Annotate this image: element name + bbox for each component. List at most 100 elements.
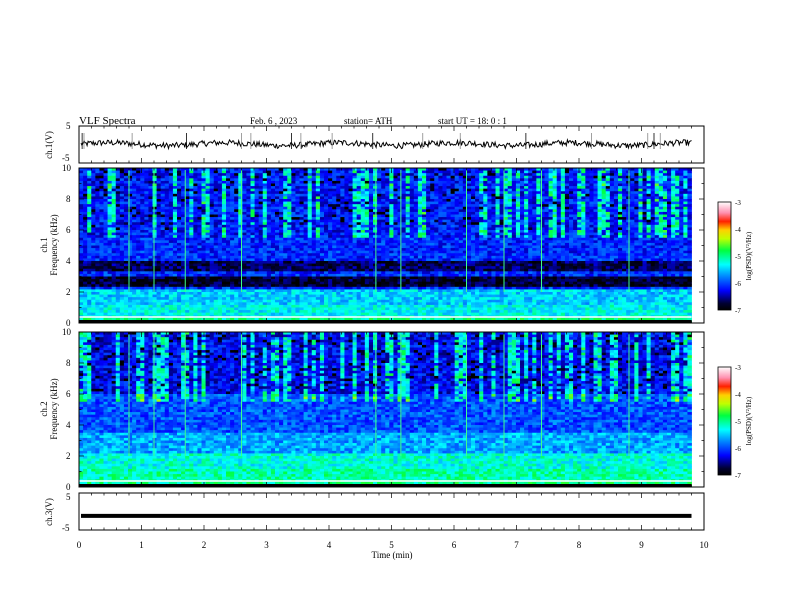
spectrogram-cell bbox=[300, 227, 304, 230]
spectrogram-cell bbox=[594, 217, 598, 220]
spectrogram-cell bbox=[263, 246, 267, 249]
spectrogram-cell bbox=[659, 184, 663, 187]
spectrogram-cell bbox=[267, 196, 271, 199]
spectrogram-cell bbox=[197, 248, 201, 251]
spectrogram-cell bbox=[332, 233, 336, 236]
spectrogram-cell bbox=[651, 194, 655, 197]
spectrogram-cell bbox=[475, 173, 479, 176]
spectrogram-cell bbox=[630, 181, 634, 184]
spectrogram-cell bbox=[177, 184, 181, 187]
spectrogram-cell bbox=[320, 178, 324, 181]
spectrogram-cell bbox=[512, 202, 516, 205]
spectrogram-cell bbox=[602, 240, 606, 243]
spectrogram-cell bbox=[430, 181, 434, 184]
spectrogram-cell bbox=[87, 222, 91, 225]
spectrogram-cell bbox=[373, 173, 377, 176]
spectrogram-cell bbox=[295, 209, 299, 212]
spectrogram-cell bbox=[295, 246, 299, 249]
spectrogram-cell bbox=[561, 189, 565, 192]
spectrogram-cell bbox=[357, 191, 361, 194]
spectrogram-cell bbox=[340, 238, 344, 241]
spectrogram-cell bbox=[393, 217, 397, 220]
spectrogram-cell bbox=[132, 253, 136, 256]
spectrogram-cell bbox=[157, 189, 161, 192]
spectrogram-cell bbox=[91, 217, 95, 220]
spectrogram-cell bbox=[610, 199, 614, 202]
spectrogram-cell bbox=[226, 217, 230, 220]
spectrogram-cell bbox=[140, 186, 144, 189]
spectrogram-cell bbox=[496, 227, 500, 230]
spectrogram-cell bbox=[189, 230, 193, 233]
spectrogram-cell bbox=[255, 251, 259, 254]
spectrogram-cell bbox=[381, 202, 385, 205]
spectrogram-cell bbox=[136, 212, 140, 215]
spectrogram-cell bbox=[206, 184, 210, 187]
spectrogram-cell bbox=[622, 240, 626, 243]
spectrogram-cell bbox=[246, 243, 250, 246]
ch1-waveform-ylabel: ch.1(V) bbox=[44, 131, 54, 159]
spectrogram-cell bbox=[459, 202, 463, 205]
spectrogram-cell bbox=[87, 171, 91, 174]
spectrogram-cell bbox=[410, 222, 414, 225]
spectrogram-cell bbox=[95, 204, 99, 207]
spectrogram-cell bbox=[279, 207, 283, 210]
spectrogram-cell bbox=[451, 222, 455, 225]
spectrogram-cell bbox=[430, 171, 434, 174]
spectrogram-cell bbox=[185, 235, 189, 238]
spectrogram-cell bbox=[369, 207, 373, 210]
spectrogram-cell bbox=[120, 196, 124, 199]
spectrogram-cell bbox=[447, 176, 451, 179]
spectrogram-cell bbox=[124, 212, 128, 215]
spectrogram-cell bbox=[83, 240, 87, 243]
spectrogram-cell bbox=[393, 248, 397, 251]
spectrogram-cell bbox=[99, 253, 103, 256]
spectrogram-cell bbox=[157, 209, 161, 212]
spectrogram-cell bbox=[246, 171, 250, 174]
spectrogram-cell bbox=[206, 178, 210, 181]
spectrogram-cell bbox=[438, 181, 442, 184]
spectrogram-cell bbox=[561, 220, 565, 223]
spectrogram-cell bbox=[136, 202, 140, 205]
spectrogram-cell bbox=[312, 199, 316, 202]
spectrogram-cell bbox=[206, 191, 210, 194]
spectrogram-cell bbox=[414, 202, 418, 205]
spectrogram-cell bbox=[442, 181, 446, 184]
spectrogram-cell bbox=[451, 184, 455, 187]
spectrogram-cell bbox=[104, 176, 108, 179]
spectrogram-cell bbox=[655, 204, 659, 207]
spectrogram-cell bbox=[569, 222, 573, 225]
spectrogram-cell bbox=[500, 199, 504, 202]
spectrogram-cell bbox=[230, 181, 234, 184]
spectrogram-cell bbox=[438, 246, 442, 249]
spectrogram-cell bbox=[487, 233, 491, 236]
spectrogram-cell bbox=[638, 202, 642, 205]
spectrogram-cell bbox=[132, 246, 136, 249]
spectrogram-cell bbox=[418, 251, 422, 254]
spectrogram-cell bbox=[222, 220, 226, 223]
spectrogram-cell bbox=[643, 233, 647, 236]
spectrogram-cell bbox=[414, 233, 418, 236]
spectrogram-cell bbox=[132, 202, 136, 205]
spectrogram-cell bbox=[324, 176, 328, 179]
spectrogram-cell bbox=[132, 194, 136, 197]
spectrogram-cell bbox=[487, 189, 491, 192]
spectrogram-cell bbox=[557, 199, 561, 202]
spectrogram-cell bbox=[140, 233, 144, 236]
spectrogram-cell bbox=[153, 238, 157, 241]
spectrogram-cell bbox=[83, 220, 87, 223]
spectrogram-cell bbox=[410, 191, 414, 194]
spectrogram-cell bbox=[202, 243, 206, 246]
spectrogram-cell bbox=[471, 243, 475, 246]
spectrogram-cell bbox=[369, 209, 373, 212]
spectrogram-cell bbox=[140, 189, 144, 192]
spectrogram-cell bbox=[287, 215, 291, 218]
spectrogram-cell bbox=[169, 215, 173, 218]
spectrogram-cell bbox=[132, 251, 136, 254]
spectrogram-cell bbox=[573, 207, 577, 210]
spectrogram-cell bbox=[169, 243, 173, 246]
spectrogram-cell bbox=[659, 230, 663, 233]
spectrogram-cell bbox=[638, 230, 642, 233]
spectrogram-cell bbox=[549, 176, 553, 179]
spectrogram-cell bbox=[177, 202, 181, 205]
spectrogram-cell bbox=[173, 207, 177, 210]
